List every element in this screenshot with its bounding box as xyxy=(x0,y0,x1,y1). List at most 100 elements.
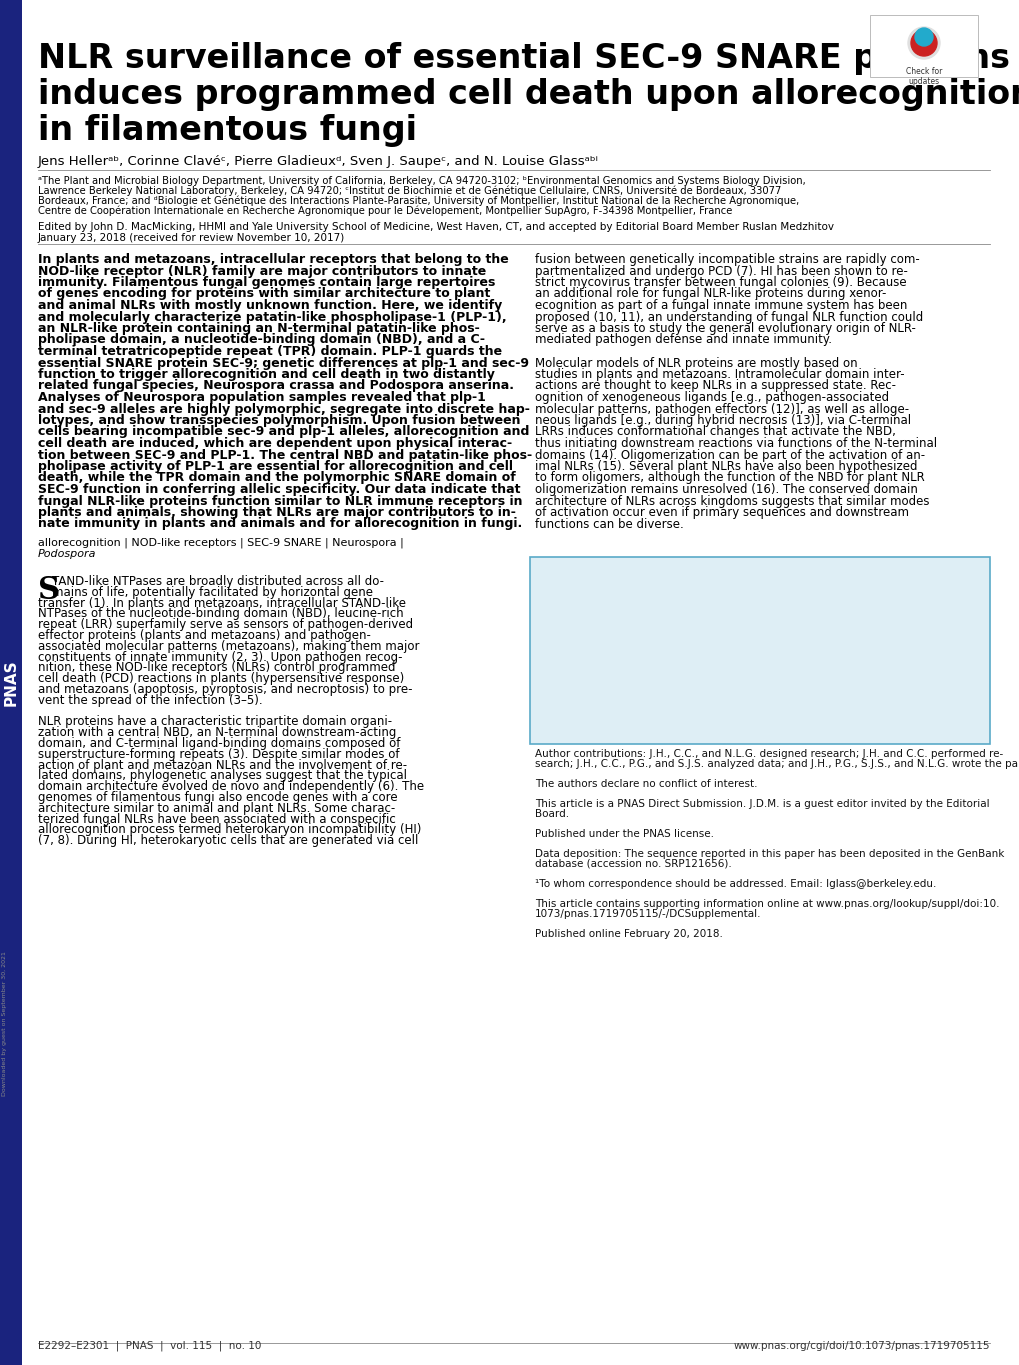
Text: of genes encoding for proteins with similar architecture to plant: of genes encoding for proteins with simi… xyxy=(38,288,490,300)
Text: induces programmed cell death upon allorecognition: induces programmed cell death upon allor… xyxy=(38,78,1019,111)
Text: polymorphic in fungal populations and show evidence of bal-: polymorphic in fungal populations and sh… xyxy=(535,678,938,691)
Text: ᵃThe Plant and Microbial Biology Department, University of California, Berkeley,: ᵃThe Plant and Microbial Biology Departm… xyxy=(38,176,805,186)
Text: genomes of filamentous fungi also encode genes with a core: genomes of filamentous fungi also encode… xyxy=(38,790,397,804)
Text: nition, these NOD-like receptors (NLRs) control programmed: nition, these NOD-like receptors (NLRs) … xyxy=(38,662,395,674)
Text: terized fungal NLRs have been associated with a conspecific: terized fungal NLRs have been associated… xyxy=(38,812,395,826)
Text: in filamentous fungi: in filamentous fungi xyxy=(38,115,417,147)
Text: Analyses of Neurospora population samples revealed that plp-1: Analyses of Neurospora population sample… xyxy=(38,390,485,404)
Text: Molecular models of NLR proteins are mostly based on: Molecular models of NLR proteins are mos… xyxy=(535,356,857,370)
Text: pholipase domain, a nucleotide-binding domain (NBD), and a C-: pholipase domain, a nucleotide-binding d… xyxy=(38,333,484,347)
Text: proposed (10, 11), an understanding of fungal NLR function could: proposed (10, 11), an understanding of f… xyxy=(535,310,922,324)
Text: domain architecture evolved de novo and independently (6). The: domain architecture evolved de novo and … xyxy=(38,781,424,793)
Text: evolved independently in all three kingdoms.: evolved independently in all three kingd… xyxy=(535,722,835,736)
Text: tion between SEC-9 and PLP-1. The central NBD and patatin-like phos-: tion between SEC-9 and PLP-1. The centra… xyxy=(38,449,532,461)
Text: Centre de Coopération Internationale en Recherche Agronomique pour le Dévelopeme: Centre de Coopération Internationale en … xyxy=(38,206,732,217)
Text: effector proteins (plants and metazoans) and pathogen-: effector proteins (plants and metazoans)… xyxy=(38,629,371,642)
Text: ecognition as part of a fungal innate immune system has been: ecognition as part of a fungal innate im… xyxy=(535,299,907,313)
Text: (7, 8). During HI, heterokaryotic cells that are generated via cell: (7, 8). During HI, heterokaryotic cells … xyxy=(38,834,418,848)
Text: fungal NLR-like proteins function similar to NLR immune receptors in: fungal NLR-like proteins function simila… xyxy=(38,494,522,508)
Text: zation with a central NBD, an N-terminal downstream-acting: zation with a central NBD, an N-terminal… xyxy=(38,726,396,740)
Text: action of plant and metazoan NLRs and the involvement of re-: action of plant and metazoan NLRs and th… xyxy=(38,759,407,771)
Text: Significance: Significance xyxy=(535,562,635,577)
Text: of activation occur even if primary sequences and downstream: of activation occur even if primary sequ… xyxy=(535,506,908,519)
Text: allorecognition | NOD-like receptors | SEC-9 SNARE | Neurospora |: allorecognition | NOD-like receptors | S… xyxy=(38,536,404,547)
Text: NLR surveillance of essential SEC-9 SNARE proteins: NLR surveillance of essential SEC-9 SNAR… xyxy=(38,42,1009,75)
Text: mediated pathogen defense and innate immunity.: mediated pathogen defense and innate imm… xyxy=(535,333,832,347)
Bar xyxy=(869,15,977,76)
Text: architecture similar to animal and plant NLRs. Some charac-: architecture similar to animal and plant… xyxy=(38,801,395,815)
Text: essential SNARE protein SEC-9; genetic differences at plp-1 and sec-9: essential SNARE protein SEC-9; genetic d… xyxy=(38,356,529,370)
Bar xyxy=(0,0,22,1365)
Text: cell death (PCD) reactions in plants (hypersensitive response): cell death (PCD) reactions in plants (hy… xyxy=(38,672,404,685)
Text: immunity. Filamentous fungal genomes contain large repertoires: immunity. Filamentous fungal genomes con… xyxy=(38,276,495,289)
Text: lated domains, phylogenetic analyses suggest that the typical: lated domains, phylogenetic analyses sug… xyxy=(38,770,407,782)
Text: to form oligomers, although the function of the NBD for plant NLR: to form oligomers, although the function… xyxy=(535,471,924,485)
Text: constituents of innate immunity (2, 3). Upon pathogen recog-: constituents of innate immunity (2, 3). … xyxy=(38,651,403,663)
Text: protein SEC-9 in two distantly related fungal species, Neurospora: protein SEC-9 in two distantly related f… xyxy=(535,655,971,669)
Text: terminal tetratricopeptide repeat (TPR) domain. PLP-1 guards the: terminal tetratricopeptide repeat (TPR) … xyxy=(38,345,501,358)
Text: 1073/pnas.1719705115/-/DCSupplemental.: 1073/pnas.1719705115/-/DCSupplemental. xyxy=(535,909,761,919)
Text: Lawrence Berkeley National Laboratory, Berkeley, CA 94720; ᶜInstitut de Biochimi: Lawrence Berkeley National Laboratory, B… xyxy=(38,186,781,197)
Text: dicating that these fundamental players of innate immunity: dicating that these fundamental players … xyxy=(535,711,932,725)
FancyBboxPatch shape xyxy=(530,557,989,744)
Text: studies in plants and metazoans. Intramolecular domain inter-: studies in plants and metazoans. Intramo… xyxy=(535,369,904,381)
Text: molecular patterns, pathogen effectors (12)], as well as alloge-: molecular patterns, pathogen effectors (… xyxy=(535,403,908,415)
Text: LRRs induces conformational changes that activate the NBD,: LRRs induces conformational changes that… xyxy=(535,426,895,438)
Text: vent the spread of the infection (3–5).: vent the spread of the infection (3–5). xyxy=(38,693,262,707)
Text: Downloaded by guest on September 30, 2021: Downloaded by guest on September 30, 202… xyxy=(2,951,7,1096)
Text: function to trigger allorecognition and cell death in two distantly: function to trigger allorecognition and … xyxy=(38,369,494,381)
Text: serve as a basis to study the general evolutionary origin of NLR-: serve as a basis to study the general ev… xyxy=(535,322,915,334)
Text: nate immunity in plants and animals and for allorecognition in fungi.: nate immunity in plants and animals and … xyxy=(38,517,522,531)
Circle shape xyxy=(914,29,932,46)
Text: S: S xyxy=(38,575,60,606)
Text: lotypes, and show transspecies polymorphism. Upon fusion between: lotypes, and show transspecies polymorph… xyxy=(38,414,520,427)
Text: actions are thought to keep NLRs in a suppressed state. Rec-: actions are thought to keep NLRs in a su… xyxy=(535,379,895,393)
Text: transfer (1). In plants and metazoans, intracellular STAND-like: transfer (1). In plants and metazoans, i… xyxy=(38,597,406,610)
Text: and metazoans (apoptosis, pyroptosis, and necroptosis) to pre-: and metazoans (apoptosis, pyroptosis, an… xyxy=(38,682,412,696)
Text: NLR-like architecture are involved in an allorecognition process: NLR-like architecture are involved in an… xyxy=(535,599,957,613)
Text: mains of life, potentially facilitated by horizontal gene: mains of life, potentially facilitated b… xyxy=(52,586,373,599)
Text: Board.: Board. xyxy=(535,809,569,819)
Text: pholipase activity of PLP-1 are essential for allorecognition and cell: pholipase activity of PLP-1 are essentia… xyxy=(38,460,513,474)
Text: database (accession no. SRP121656).: database (accession no. SRP121656). xyxy=(535,859,731,868)
Circle shape xyxy=(907,27,940,59)
Text: oligomerization remains unresolved (16). The conserved domain: oligomerization remains unresolved (16).… xyxy=(535,483,917,495)
Text: The authors declare no conflict of interest.: The authors declare no conflict of inter… xyxy=(535,779,757,789)
Text: associated molecular patterns (metazoans), making them major: associated molecular patterns (metazoans… xyxy=(38,640,419,652)
Text: PNAS: PNAS xyxy=(3,659,18,706)
Text: patatin-like phospholipase-1 (PLP-1), monitors the essential SNARE: patatin-like phospholipase-1 (PLP-1), mo… xyxy=(535,644,982,657)
Text: partmentalized and undergo PCD (7). HI has been shown to re-: partmentalized and undergo PCD (7). HI h… xyxy=(535,265,907,277)
Text: thus initiating downstream reactions via functions of the N-terminal: thus initiating downstream reactions via… xyxy=(535,437,936,450)
Text: Jens Hellerᵃᵇ, Corinne Clavéᶜ, Pierre Gladieuxᵈ, Sven J. Saupeᶜ, and N. Louise G: Jens Hellerᵃᵇ, Corinne Clavéᶜ, Pierre Gl… xyxy=(38,156,598,168)
Text: fusion between genetically incompatible strains are rapidly com-: fusion between genetically incompatible … xyxy=(535,253,919,266)
Text: NTPases of the nucleotide-binding domain (NBD), leucine-rich: NTPases of the nucleotide-binding domain… xyxy=(38,607,404,621)
Text: and sec-9 alleles are highly polymorphic, segregate into discrete hap-: and sec-9 alleles are highly polymorphic… xyxy=(38,403,529,415)
Text: and molecularly characterize patatin-like phospholipase-1 (PLP-1),: and molecularly characterize patatin-lik… xyxy=(38,310,506,324)
Text: NOD-like receptors (NLRs) are fundamental components of plant: NOD-like receptors (NLRs) are fundamenta… xyxy=(535,577,964,590)
Text: ¹To whom correspondence should be addressed. Email: lglass@berkeley.edu.: ¹To whom correspondence should be addres… xyxy=(535,879,935,889)
Text: cell death are induced, which are dependent upon physical interac-: cell death are induced, which are depend… xyxy=(38,437,512,450)
Text: SEC-9 function in conferring allelic specificity. Our data indicate that: SEC-9 function in conferring allelic spe… xyxy=(38,483,520,495)
Text: and animal NLRs with mostly unknown function. Here, we identify: and animal NLRs with mostly unknown func… xyxy=(38,299,501,313)
Text: an additional role for fungal NLR-like proteins during xenor-: an additional role for fungal NLR-like p… xyxy=(535,288,886,300)
Text: strict mycovirus transfer between fungal colonies (9). Because: strict mycovirus transfer between fungal… xyxy=(535,276,906,289)
Text: Data deposition: The sequence reported in this paper has been deposited in the G: Data deposition: The sequence reported i… xyxy=(535,849,1004,859)
Text: This article is a PNAS Direct Submission. J.D.M. is a guest editor invited by th: This article is a PNAS Direct Submission… xyxy=(535,799,988,809)
Text: E2292–E2301  |  PNAS  |  vol. 115  |  no. 10: E2292–E2301 | PNAS | vol. 115 | no. 10 xyxy=(38,1340,261,1351)
Text: fungal NLRs function similar to NLRs in plants and animals, in-: fungal NLRs function similar to NLRs in … xyxy=(535,700,950,713)
Text: neous ligands [e.g., during hybrid necrosis (13)], via C-terminal: neous ligands [e.g., during hybrid necro… xyxy=(535,414,910,427)
Text: Published under the PNAS license.: Published under the PNAS license. xyxy=(535,829,713,839)
Text: ancing selection. This study provides biochemical evidence that: ancing selection. This study provides bi… xyxy=(535,689,959,702)
Text: January 23, 2018 (received for review November 10, 2017): January 23, 2018 (received for review No… xyxy=(38,233,344,243)
Text: In plants and metazoans, intracellular receptors that belong to the: In plants and metazoans, intracellular r… xyxy=(38,253,508,266)
Text: Podospora: Podospora xyxy=(38,549,97,560)
Text: domain, and C-terminal ligand-binding domains composed of: domain, and C-terminal ligand-binding do… xyxy=(38,737,400,749)
Text: This article contains supporting information online at www.pnas.org/lookup/suppl: This article contains supporting informa… xyxy=(535,898,999,909)
Text: that results in cell death, termed heterokaryon incompatibility. A: that results in cell death, termed heter… xyxy=(535,610,968,624)
Circle shape xyxy=(910,30,936,56)
Text: an NLR-like protein containing an N-terminal patatin-like phos-: an NLR-like protein containing an N-term… xyxy=(38,322,479,334)
Text: Published online February 20, 2018.: Published online February 20, 2018. xyxy=(535,928,722,939)
Text: functions can be diverse.: functions can be diverse. xyxy=(535,517,683,531)
Text: NLR proteins have a characteristic tripartite domain organi-: NLR proteins have a characteristic tripa… xyxy=(38,715,391,729)
Text: allorecognition process termed heterokaryon incompatibility (HI): allorecognition process termed heterokar… xyxy=(38,823,421,837)
